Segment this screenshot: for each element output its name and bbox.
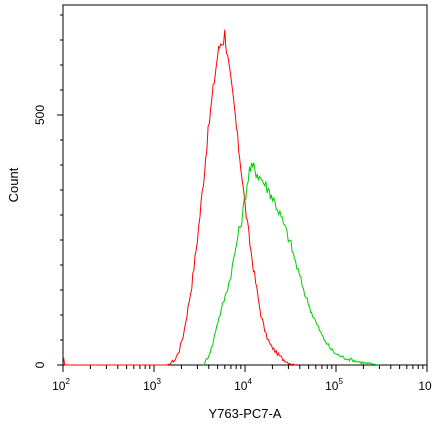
series-layer [62, 29, 380, 366]
y-axis-title: Count [6, 167, 21, 202]
x-tick-label: 104 [234, 377, 252, 393]
y-axis [57, 14, 63, 366]
plot-frame [62, 4, 428, 366]
x-tick-label: 105 [325, 377, 343, 393]
x-axis [62, 365, 428, 372]
series-red-line [62, 29, 296, 366]
x-axis-title: Y763-PC7-A [209, 406, 282, 421]
x-tick-label: 102 [52, 377, 70, 393]
y-tick-label: 0 [33, 361, 47, 368]
series-green-line [203, 162, 380, 366]
y-tick-label: 500 [33, 105, 47, 125]
x-tick-label: 103 [143, 377, 161, 393]
tick-labels: 0 500 102 103 104 105 10 [33, 105, 432, 393]
x-tick-label: 10 [418, 379, 432, 393]
